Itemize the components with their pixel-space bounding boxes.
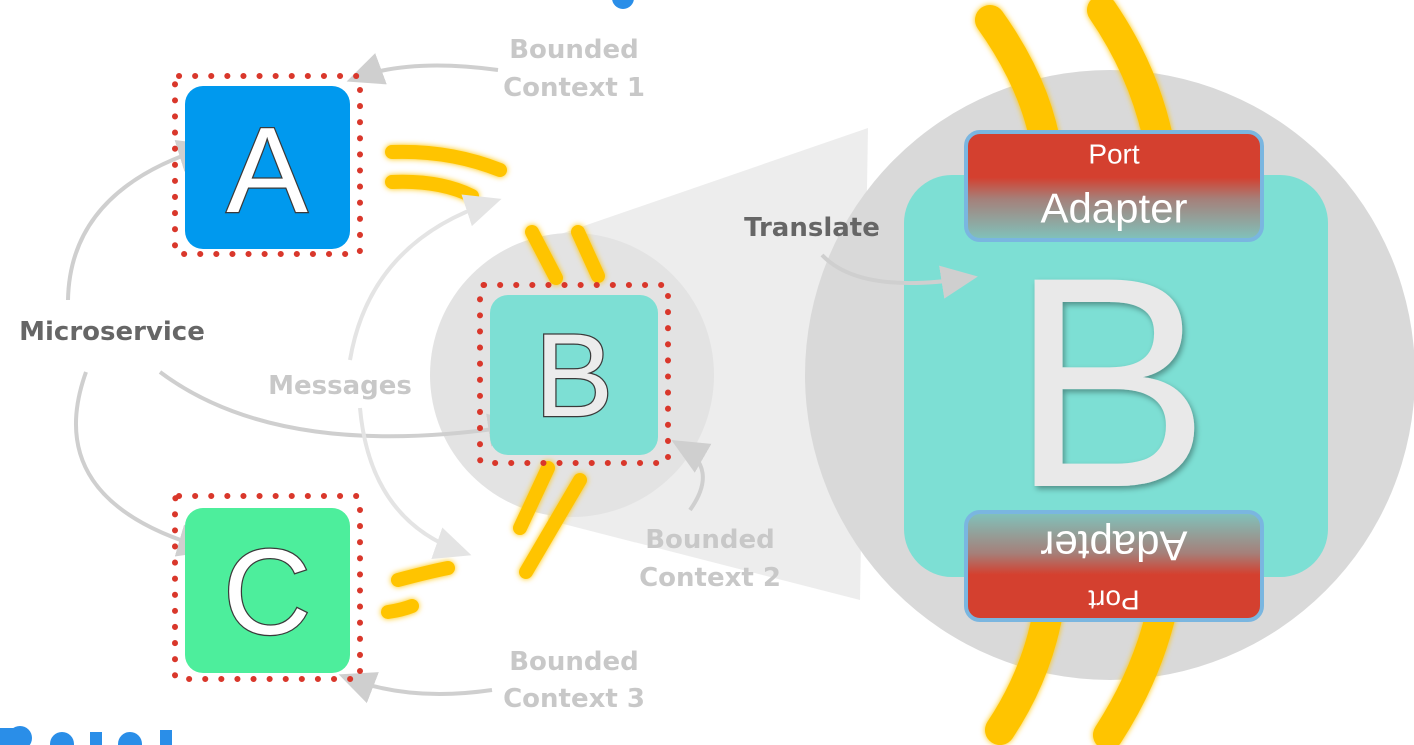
service-a-letter: A: [226, 102, 308, 238]
bounded-context-2-label-line2: Context 2: [639, 563, 781, 593]
service-b-tile: [490, 295, 658, 455]
bounded-context-1-label-line2: Context 1: [503, 73, 645, 103]
port-top-label: Port: [1088, 139, 1140, 170]
bounded-context-3-label-line1: Bounded: [509, 647, 639, 677]
microservice-arrow-a: [66, 140, 215, 301]
title-fragment-bottom: [0, 726, 172, 745]
title-fragment-top: [612, 0, 634, 9]
adapter-top-label: Adapter: [1040, 185, 1187, 232]
port-bottom-label: Port: [1088, 585, 1140, 616]
service-c-pipes: [381, 561, 455, 619]
service-a-pipes: [385, 144, 507, 203]
adapter-top: [964, 130, 1264, 242]
messages-arrow-up: [348, 194, 502, 361]
microservice-arrow-b: [158, 370, 525, 447]
adapter-bottom: [964, 510, 1264, 622]
microservice-arrow-c: [74, 371, 215, 557]
messages-label: Messages: [268, 371, 412, 401]
bounded-context-2-label-line1: Bounded: [645, 525, 775, 555]
zoom-letter-b: B: [1010, 214, 1210, 550]
service-b: B: [477, 282, 671, 466]
bounded-context-3-arrow: [338, 672, 493, 704]
bounded-context-1-arrow: [346, 53, 499, 85]
service-b-letter: B: [535, 310, 614, 442]
adapter-bottom-label: Adapter: [1040, 523, 1187, 570]
bounded-context-2-arrow: [671, 440, 712, 512]
service-a-tile: [185, 86, 350, 249]
messages-arrow-down: [358, 407, 472, 559]
zoom-service-b: [904, 175, 1328, 577]
bounded-context-2-border: [477, 282, 671, 466]
bounded-context-1-label-line1: Bounded: [509, 35, 639, 65]
service-c-letter: C: [223, 524, 311, 660]
service-a: A: [172, 73, 363, 257]
bounded-context-3-label-line2: Context 3: [503, 684, 645, 714]
bounded-context-1-border: [172, 73, 363, 257]
microservice-label: Microservice: [19, 317, 205, 347]
translate-label: Translate: [744, 213, 880, 243]
service-b-pipes-top: [525, 225, 605, 285]
service-c: C: [172, 493, 363, 682]
bounded-context-3-border: [172, 493, 363, 682]
service-c-tile: [185, 508, 350, 673]
service-b-pipes-bottom: [513, 461, 587, 579]
translate-arrow: [820, 253, 978, 299]
